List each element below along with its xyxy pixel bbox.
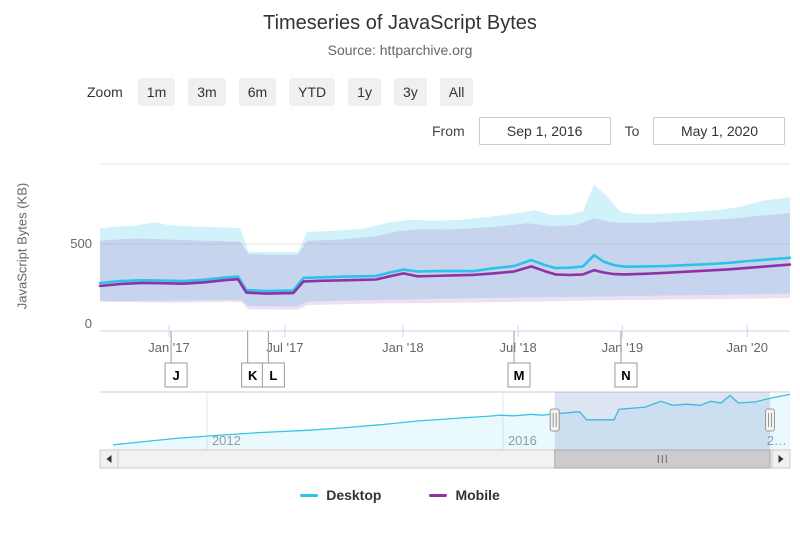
navigator-year-label: 2…: [767, 433, 787, 448]
navigator-year-label: 2016: [508, 433, 537, 448]
zoom-button-all[interactable]: All: [439, 78, 474, 106]
scrollbar-left-button[interactable]: [99, 449, 119, 469]
flag-box: [261, 362, 285, 388]
zoom-button-1m[interactable]: 1m: [137, 78, 176, 106]
navigator-year-label: 2012: [212, 433, 241, 448]
navigator-handle-right[interactable]: [764, 408, 775, 432]
flag-label: N: [621, 368, 630, 383]
zoom-button-3m[interactable]: 3m: [188, 78, 226, 106]
legend-marker-mobile: [429, 493, 448, 497]
chart-subtitle: Source: httparchive.org: [327, 42, 473, 58]
x-tick-label: Jan '17: [148, 340, 190, 355]
legend-label-mobile: Mobile: [455, 487, 500, 503]
x-tick-label: Jan '19: [602, 340, 644, 355]
to-label: To: [624, 123, 640, 139]
flag-L[interactable]: L: [261, 331, 285, 388]
desktop-range-band: [100, 184, 790, 307]
flag-N[interactable]: N: [614, 331, 638, 388]
navigator-selection[interactable]: [554, 392, 770, 450]
from-date-input[interactable]: [478, 117, 611, 145]
legend-item-mobile[interactable]: Mobile: [429, 487, 500, 503]
chart-title: Timeseries of JavaScript Bytes: [263, 12, 537, 34]
flag-label: M: [514, 368, 525, 383]
legend-item-desktop[interactable]: Desktop: [300, 487, 381, 503]
navigator-area: [113, 394, 791, 450]
zoom-button-6m[interactable]: 6m: [238, 78, 277, 106]
scrollbar-right-button[interactable]: [771, 449, 791, 469]
zoom-button-1y[interactable]: 1y: [348, 78, 381, 106]
flag-K[interactable]: K: [241, 331, 265, 388]
handle-box: [549, 408, 560, 432]
flag-J[interactable]: J: [164, 331, 188, 388]
zoom-label: Zoom: [87, 84, 123, 100]
flag-box: [614, 362, 638, 388]
x-tick-label: Jan '18: [382, 340, 424, 355]
legend: Desktop Mobile: [0, 487, 800, 503]
from-label: From: [432, 123, 465, 139]
x-tick-label: Jan '20: [726, 340, 768, 355]
y-tick-label: 0: [85, 316, 92, 331]
navigator-handle-left[interactable]: [549, 408, 560, 432]
scrollbar-left-arrow-icon: [106, 455, 112, 463]
y-axis-title: JavaScript Bytes (KB): [14, 182, 30, 310]
mobile-range-band: [100, 213, 790, 310]
flag-label: K: [248, 368, 258, 383]
zoom-button-3y[interactable]: 3y: [393, 78, 427, 106]
series-mobile-line: [98, 263, 792, 295]
series-desktop-line: [98, 253, 792, 293]
flag-box: [507, 362, 531, 388]
x-tick-label: Jul '18: [500, 340, 537, 355]
scrollbar-right-arrow-icon: [778, 455, 784, 463]
range-selector-dates: From To: [432, 117, 786, 145]
handle-box: [764, 408, 775, 432]
zoom-button-ytd[interactable]: YTD: [289, 78, 336, 106]
y-tick-label: 500: [70, 236, 92, 251]
navigator-series: [113, 393, 791, 446]
legend-marker-desktop: [300, 493, 319, 497]
flag-label: L: [269, 368, 277, 383]
flag-box: [164, 362, 188, 388]
flag-label: J: [172, 368, 179, 383]
legend-label-desktop: Desktop: [326, 487, 382, 503]
x-tick-label: Jul '17: [266, 340, 303, 355]
to-date-input[interactable]: [653, 117, 786, 145]
flag-M[interactable]: M: [507, 331, 531, 388]
range-selector-zoom: Zoom 1m 3m 6m YTD 1y 3y All: [87, 78, 474, 106]
